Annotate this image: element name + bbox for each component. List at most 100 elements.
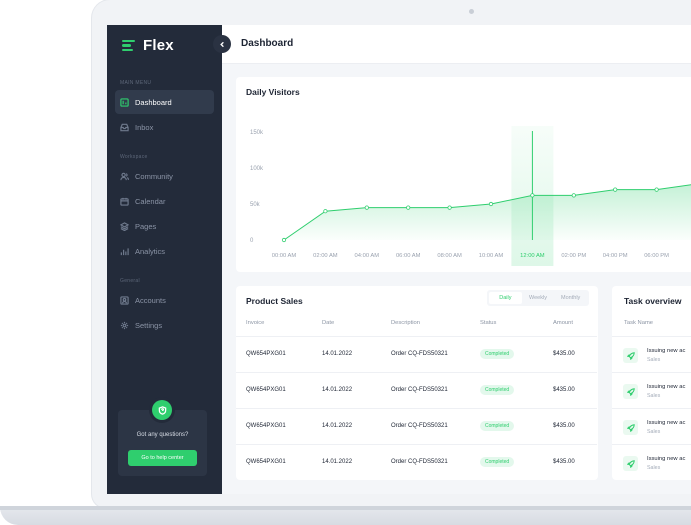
sidebar-item-inbox[interactable]: Inbox [115, 115, 214, 139]
sidebar-item-settings[interactable]: Settings [115, 313, 214, 337]
rocket-icon [623, 348, 638, 363]
collapse-sidebar-button[interactable] [213, 35, 231, 53]
sidebar-item-analytics[interactable]: Analytics [115, 239, 214, 263]
sidebar-item-label: Analytics [135, 246, 166, 256]
accounts-icon [120, 295, 129, 305]
description-cell: Order CQ-FDS50321 [391, 387, 448, 393]
amount-cell: $435.00 [553, 423, 575, 429]
sidebar: Flex MAIN MENU Dashboard Inbox Workspace… [107, 25, 222, 494]
daily-visitors-card: Daily Visitors 0 50k 100k 150k 00:00 AM 02:00… [236, 77, 691, 272]
invoice-cell: QW654PXG01 [246, 351, 286, 357]
tab-weekly[interactable]: Weekly [529, 295, 547, 301]
help-center-button[interactable]: Go to help center [128, 450, 197, 466]
product-sales-title: Product Sales [246, 296, 303, 306]
data-point [364, 205, 369, 210]
amount-cell: $435.00 [553, 351, 575, 357]
x-tick-label: 00:00 AM [272, 253, 297, 259]
rocket-icon [623, 420, 638, 435]
column-header-date[interactable]: Date [322, 320, 335, 326]
description-cell: Order CQ-FDS50321 [391, 351, 448, 357]
laptop-hinge [0, 506, 691, 510]
date-cell: 14.01.2022 [322, 387, 353, 393]
column-header-task-name[interactable]: Task Name [624, 320, 653, 326]
invoice-cell: QW654PXG01 [246, 423, 286, 429]
laptop-base [0, 506, 691, 525]
task-item[interactable]: Issuing new ac Sales [612, 408, 691, 444]
brand[interactable]: Flex [122, 37, 174, 54]
help-badge [152, 400, 172, 420]
table-row[interactable]: QW654PXG01 14.01.2022 Order CQ-FDS50321 … [236, 408, 597, 444]
period-tabs: Daily Weekly Monthly [487, 290, 589, 306]
x-tick-label: 02:00 PM [561, 253, 586, 259]
x-tick-label: 10:00 AM [479, 253, 504, 259]
data-point [323, 209, 328, 214]
sidebar-item-accounts[interactable]: Accounts [115, 288, 214, 312]
sidebar-item-label: Settings [135, 320, 163, 330]
sidebar-item-label: Accounts [135, 295, 166, 305]
page-title: Dashboard [241, 38, 294, 49]
sidebar-item-community[interactable]: Community [115, 164, 214, 188]
task-title: Issuing new ac [647, 384, 686, 390]
task-category: Sales [647, 429, 661, 435]
rocket-icon [623, 384, 638, 399]
section-label-workspace: Workspace [120, 154, 148, 160]
task-category: Sales [647, 357, 661, 363]
product-sales-card: Product Sales Daily Weekly Monthly Invoi… [236, 286, 598, 480]
settings-icon [120, 321, 129, 330]
status-badge: Completed [480, 457, 515, 467]
sidebar-item-calendar[interactable]: Calendar [115, 189, 214, 213]
task-item[interactable]: Issuing new ac Sales [612, 336, 691, 372]
sidebar-item-label: Pages [135, 221, 157, 231]
description-cell: Order CQ-FDS50321 [391, 423, 448, 429]
date-cell: 14.01.2022 [322, 351, 353, 357]
sidebar-item-dashboard[interactable]: Dashboard [115, 90, 214, 114]
y-tick-label: 150k [250, 130, 264, 136]
sidebar-item-label: Calendar [135, 196, 166, 206]
daily-visitors-title: Daily Visitors [246, 87, 300, 97]
y-tick-label: 50k [250, 202, 261, 208]
analytics-icon [120, 247, 129, 256]
task-category: Sales [647, 465, 661, 471]
sidebar-item-label: Community [135, 171, 173, 181]
chevron-left-icon [219, 41, 226, 48]
webcam [469, 9, 474, 14]
inbox-icon [120, 123, 129, 132]
help-card: Got any questions? Go to help center [118, 400, 207, 476]
task-item[interactable]: Issuing new ac Sales [612, 444, 691, 480]
invoice-cell: QW654PXG01 [246, 387, 286, 393]
column-header-status[interactable]: Status [480, 320, 497, 326]
column-header-amount[interactable]: Amount [553, 320, 573, 326]
calendar-icon [120, 197, 129, 206]
tab-daily[interactable]: Daily [489, 292, 522, 304]
brand-name: Flex [143, 37, 174, 54]
x-tick-label: 06:00 AM [396, 253, 421, 259]
table-row[interactable]: QW654PXG01 14.01.2022 Order CQ-FDS50321 … [236, 372, 597, 408]
data-point [613, 187, 618, 192]
date-cell: 14.01.2022 [322, 459, 353, 465]
help-question: Got any questions? [136, 432, 189, 438]
sidebar-item-pages[interactable]: Pages [115, 214, 214, 238]
column-header-description[interactable]: Description [391, 320, 420, 326]
x-tick-label: 12:00 AM [520, 253, 545, 259]
status-badge: Completed [480, 421, 515, 431]
task-item[interactable]: Issuing new ac Sales [612, 372, 691, 408]
tab-monthly[interactable]: Monthly [561, 295, 581, 301]
table-row[interactable]: QW654PXG01 14.01.2022 Order CQ-FDS50321 … [236, 444, 597, 480]
sidebar-item-label: Dashboard [135, 97, 172, 107]
section-label-general: General [120, 278, 140, 284]
data-point [281, 237, 287, 243]
x-tick-label: 04:00 AM [355, 253, 380, 259]
data-point [488, 201, 494, 207]
x-tick-label: 02:00 AM [313, 253, 338, 259]
table-row[interactable]: QW654PXG01 14.01.2022 Order CQ-FDS50321 … [236, 336, 597, 372]
daily-visitors-chart: 0 50k 100k 150k 00:00 AM 02:00 AM 04:00 AM 06:0… [250, 126, 691, 266]
description-cell: Order CQ-FDS50321 [391, 459, 448, 465]
x-tick-label: 04:00 PM [603, 253, 628, 259]
task-overview-title: Task overview [624, 296, 682, 306]
task-title: Issuing new ac [647, 420, 686, 426]
column-header-invoice[interactable]: Invoice [246, 320, 265, 326]
rocket-icon [623, 456, 638, 471]
community-icon [120, 172, 129, 181]
visitors-area [284, 184, 691, 240]
data-point [530, 193, 535, 198]
